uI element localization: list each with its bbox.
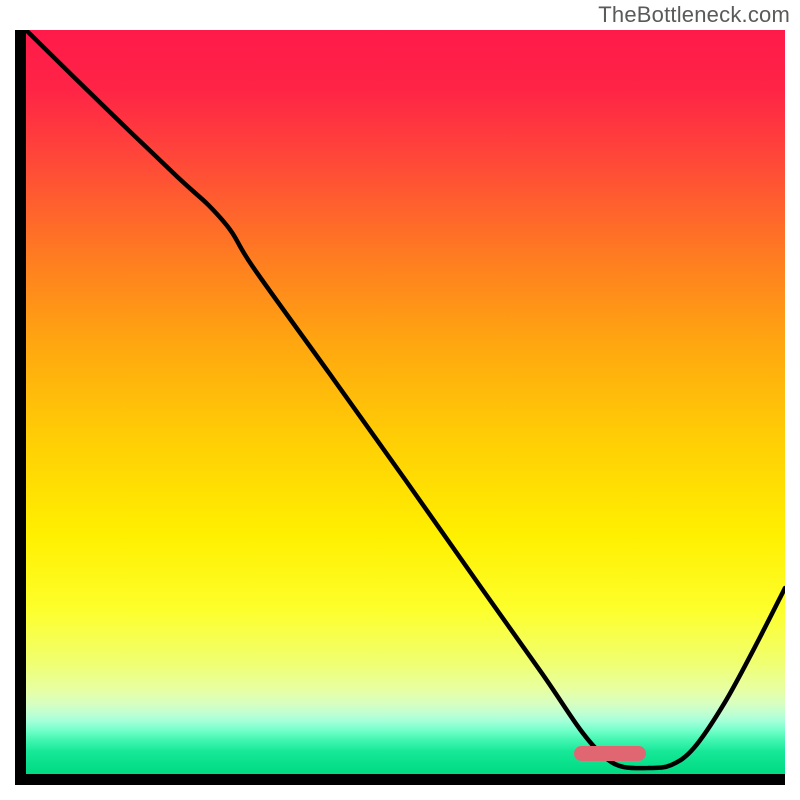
y-axis <box>15 30 26 785</box>
bottleneck-curve <box>26 30 785 768</box>
watermark-text: TheBottleneck.com <box>598 2 790 28</box>
optimal-range-marker <box>574 746 646 761</box>
curve-svg <box>26 30 785 774</box>
x-axis <box>15 774 785 785</box>
chart-frame <box>15 30 785 785</box>
